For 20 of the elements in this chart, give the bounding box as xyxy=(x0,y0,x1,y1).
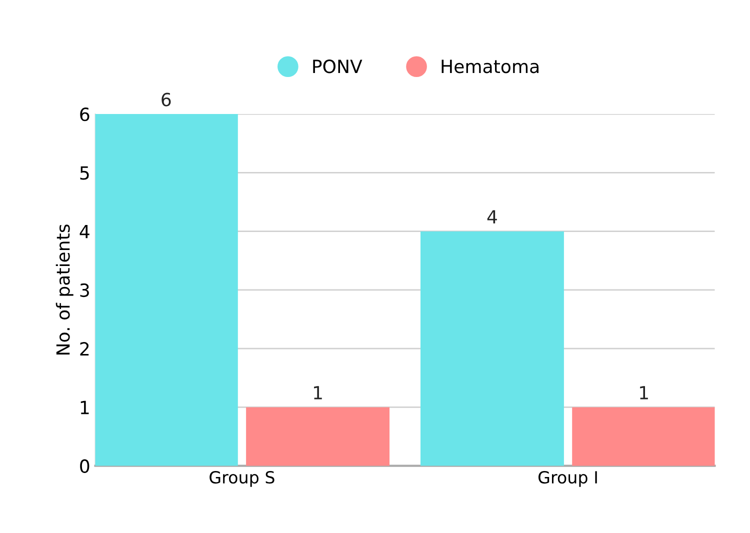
bar xyxy=(420,231,564,466)
y-tick-label: 1 xyxy=(80,400,89,414)
bar xyxy=(95,114,238,466)
bar xyxy=(246,407,390,466)
y-tick-label: 2 xyxy=(80,342,89,356)
bar xyxy=(572,407,715,466)
data-label: 1 xyxy=(640,386,648,400)
data-label: 6 xyxy=(162,92,171,106)
data-label: 1 xyxy=(314,386,322,400)
y-tick-label: 0 xyxy=(80,459,90,473)
y-axis-title: No. of patients xyxy=(56,224,74,354)
y-tick-label: 3 xyxy=(80,283,89,298)
x-tick-label: Group S xyxy=(210,470,274,487)
data-label: 4 xyxy=(487,210,497,224)
y-tick-label: 6 xyxy=(80,108,90,122)
legend-label: PONV xyxy=(313,60,362,74)
x-tick-label: Group I xyxy=(538,470,597,487)
y-tick-label: 4 xyxy=(80,225,90,238)
legend-label: Hematoma xyxy=(442,60,538,74)
y-tick-label: 5 xyxy=(80,166,89,180)
